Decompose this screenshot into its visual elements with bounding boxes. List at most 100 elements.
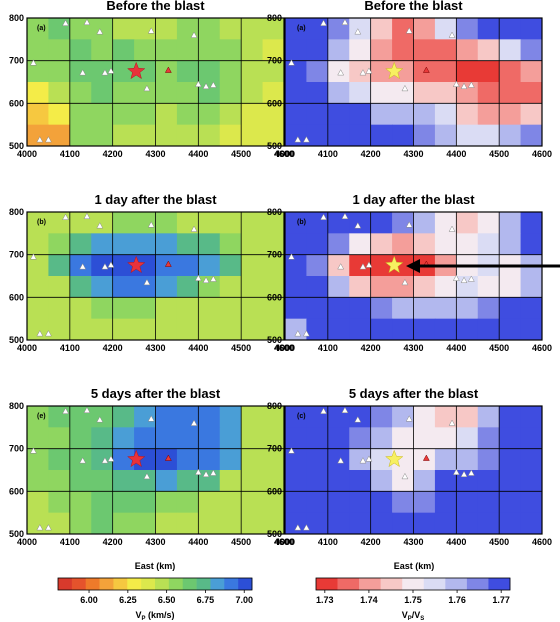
station-triangle [194, 274, 202, 281]
colorbar-tick-label: 6.25 [119, 595, 137, 605]
heatmap-cell [27, 512, 49, 535]
heatmap-cell [155, 318, 178, 341]
station-triangle [294, 136, 302, 143]
heatmap-cell [456, 448, 479, 471]
heatmap-cell [413, 318, 436, 341]
heatmap-cell [285, 470, 307, 492]
heatmap-cell [27, 297, 49, 320]
colorbar-tick-label: 6.00 [80, 595, 98, 605]
heatmap-cell [198, 82, 221, 104]
heatmap-cell [241, 512, 264, 535]
heatmap-cell [69, 491, 92, 514]
heatmap-cell [219, 82, 242, 104]
heatmap-cell [27, 233, 49, 256]
colorbar-frame [57, 577, 253, 591]
heatmap-cell [176, 427, 199, 450]
panel-label: (a) [37, 25, 46, 32]
panel-frame [26, 17, 285, 147]
heatmap-cell [434, 39, 457, 62]
heatmap-cell [198, 512, 221, 535]
x-tick-label: 4000 [17, 149, 37, 159]
heatmap-cell [327, 318, 350, 341]
heatmap-cell [392, 39, 414, 62]
y-tick-label: 700 [267, 56, 282, 66]
heatmap-cell [69, 60, 92, 83]
heatmap-cell [392, 512, 414, 535]
heatmap-cell [241, 448, 264, 471]
heatmap-cell [306, 82, 329, 104]
panel-title: Before the blast [106, 0, 205, 13]
heatmap-cell [370, 512, 393, 535]
station-triangle [190, 31, 198, 38]
heatmap-cell [456, 470, 479, 492]
station-triangle [96, 416, 104, 423]
heatmap-cell [48, 297, 71, 320]
heatmap-cell [134, 233, 156, 256]
heatmap-cell [198, 60, 221, 83]
heatmap-cell [413, 39, 436, 62]
heatmap-cell [48, 448, 71, 471]
heatmap-cell [219, 254, 242, 277]
station-triangle [294, 330, 302, 337]
heatmap-cell [219, 18, 242, 40]
station-triangle [107, 67, 115, 74]
heatmap-cell [176, 297, 199, 320]
station-triangle [107, 261, 115, 268]
heatmap-cell [219, 233, 242, 256]
heatmap-cell [499, 233, 522, 256]
heatmap-cell [499, 448, 522, 471]
heatmap-cell [134, 103, 156, 126]
heatmap-cell [198, 406, 221, 428]
station-triangle [62, 213, 69, 220]
heatmap-cell [413, 406, 436, 428]
heatmap-cell [112, 254, 135, 277]
heatmap-cell [499, 297, 522, 320]
heatmap-cell [392, 427, 414, 450]
heatmap-cell [112, 212, 135, 234]
heatmap-cell [349, 212, 372, 234]
x-tick-label: 4300 [145, 537, 165, 547]
heatmap-cell [27, 448, 49, 471]
heatmap-cell [48, 39, 71, 62]
grid [285, 212, 542, 340]
heatmap-cell [134, 406, 156, 428]
heatmap-cell [456, 82, 479, 104]
y-tick-label: 800 [267, 207, 282, 217]
colorbar-swatch [210, 578, 225, 590]
heatmap-cell [219, 39, 242, 62]
heatmap-cell [91, 318, 114, 341]
heatmap-cell [306, 448, 329, 471]
heatmap-cell [262, 427, 285, 450]
x-tick-label: 4300 [145, 149, 165, 159]
heatmap-cell [477, 318, 500, 341]
heatmap-cell [48, 406, 71, 428]
heatmap-cell [392, 233, 414, 256]
heatmap-cell [69, 254, 92, 277]
colorbar-swatch [402, 578, 425, 590]
y-tick-label: 500 [267, 141, 282, 151]
heatmap-cell [392, 103, 414, 126]
x-tick-label: 4400 [188, 343, 208, 353]
heatmap-cell [91, 124, 114, 147]
y-tick-label: 700 [267, 444, 282, 454]
heatmap-cell [155, 82, 178, 104]
heatmap-cell [456, 103, 479, 126]
heatmap-cell [285, 276, 307, 298]
heatmap-cell [306, 124, 329, 147]
heatmap-cell [456, 491, 479, 514]
heatmap-cell [219, 491, 242, 514]
panel-label: (a) [297, 25, 306, 32]
panel-frame [284, 17, 543, 147]
heatmap-cell [370, 470, 393, 492]
heatmap-cell [477, 406, 500, 428]
panel-title: 5 days after the blast [91, 386, 221, 401]
heatmap-cell [456, 276, 479, 298]
station-triangle [354, 416, 362, 423]
colorbar-tick-label: 1.77 [492, 595, 510, 605]
heatmap-cell [112, 60, 135, 83]
station-triangle [460, 82, 468, 90]
colorbar-tick-label: 1.74 [360, 595, 378, 605]
heatmap-cell [48, 124, 71, 147]
heatmap-cell [198, 297, 221, 320]
